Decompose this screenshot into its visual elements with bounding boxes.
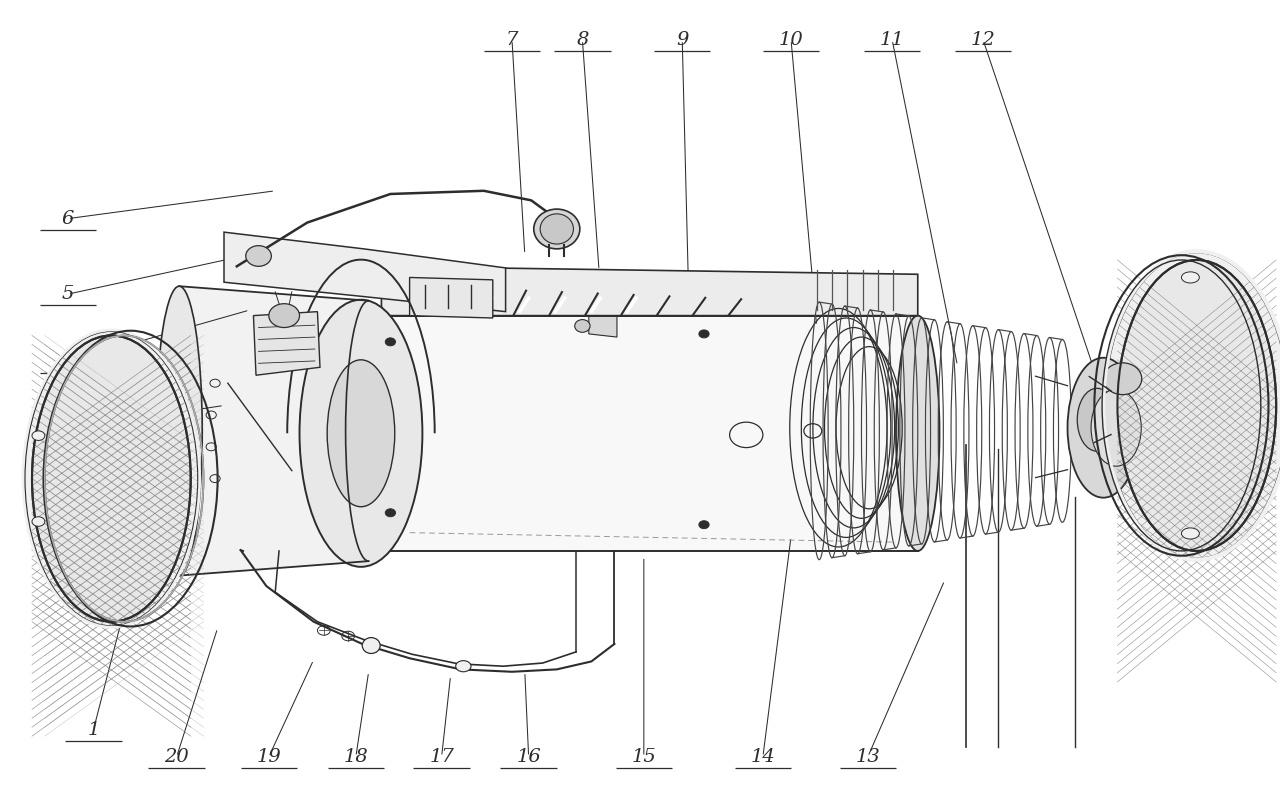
Polygon shape	[589, 316, 617, 337]
Text: 11: 11	[879, 31, 905, 48]
Ellipse shape	[385, 509, 396, 517]
Ellipse shape	[385, 338, 396, 346]
Ellipse shape	[362, 638, 380, 653]
Ellipse shape	[300, 300, 422, 567]
Text: 17: 17	[429, 748, 454, 766]
Ellipse shape	[575, 320, 590, 332]
Text: 13: 13	[855, 748, 881, 766]
Ellipse shape	[699, 330, 709, 338]
Ellipse shape	[1103, 363, 1142, 394]
Ellipse shape	[540, 214, 573, 244]
Ellipse shape	[1068, 358, 1139, 498]
Text: 8: 8	[576, 31, 589, 48]
Text: 10: 10	[778, 31, 804, 48]
Ellipse shape	[456, 661, 471, 672]
Polygon shape	[179, 286, 369, 576]
Ellipse shape	[32, 517, 45, 526]
Text: 2: 2	[61, 480, 74, 498]
Ellipse shape	[534, 209, 580, 249]
Ellipse shape	[32, 335, 191, 622]
Ellipse shape	[1181, 272, 1199, 283]
Text: 1: 1	[87, 721, 100, 739]
Ellipse shape	[699, 521, 709, 529]
Text: 3: 3	[61, 421, 74, 438]
Ellipse shape	[1078, 388, 1116, 452]
Text: 12: 12	[970, 31, 996, 48]
Text: 16: 16	[516, 748, 541, 766]
Ellipse shape	[896, 316, 940, 551]
Text: 5: 5	[61, 285, 74, 303]
Text: 18: 18	[343, 748, 369, 766]
Ellipse shape	[246, 246, 271, 266]
Text: 15: 15	[631, 748, 657, 766]
Ellipse shape	[1105, 252, 1280, 559]
Text: 19: 19	[256, 748, 282, 766]
Text: 7: 7	[506, 31, 518, 48]
Ellipse shape	[1117, 260, 1276, 551]
Polygon shape	[253, 312, 320, 375]
Text: 4: 4	[61, 353, 74, 370]
Ellipse shape	[1091, 390, 1142, 466]
Polygon shape	[381, 266, 918, 316]
Ellipse shape	[156, 286, 202, 576]
Ellipse shape	[1181, 528, 1199, 539]
Ellipse shape	[32, 431, 45, 440]
Text: 20: 20	[164, 748, 189, 766]
Text: 14: 14	[750, 748, 776, 766]
Ellipse shape	[269, 304, 300, 328]
Ellipse shape	[24, 331, 198, 626]
Polygon shape	[381, 316, 918, 551]
Text: 6: 6	[61, 210, 74, 227]
Polygon shape	[224, 232, 506, 312]
Polygon shape	[410, 277, 493, 318]
Ellipse shape	[328, 360, 394, 506]
Text: 9: 9	[676, 31, 689, 48]
